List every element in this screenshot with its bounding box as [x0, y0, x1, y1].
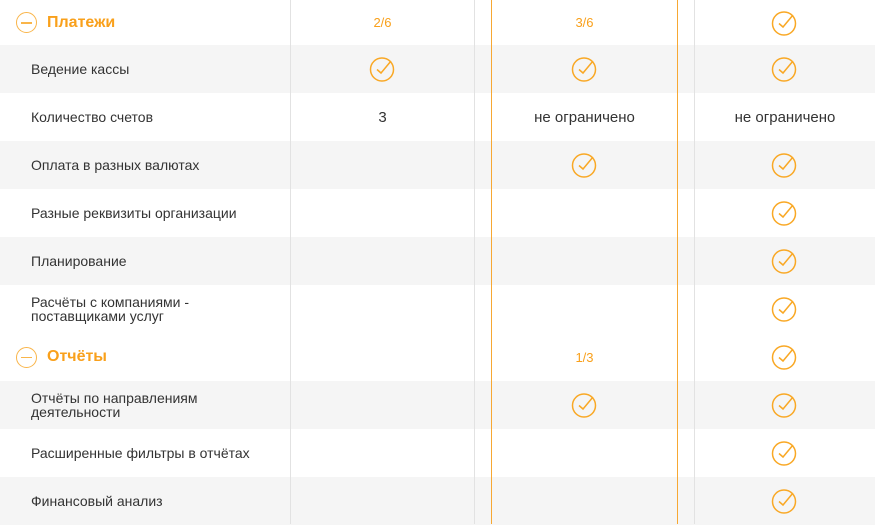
check-circle-icon — [571, 151, 599, 179]
section-title: Платежи — [47, 13, 116, 31]
plan-2-cell — [491, 285, 678, 333]
check-circle-icon — [771, 55, 799, 83]
plan-2-cell — [491, 45, 678, 93]
check-circle-icon — [771, 199, 799, 227]
check-circle-icon — [771, 295, 799, 323]
plan-3-cell — [695, 285, 875, 333]
feature-label: Ведение кассы — [31, 61, 130, 77]
check-circle-icon — [771, 391, 799, 419]
plan-1-cell — [291, 381, 474, 429]
value-text: не ограничено — [734, 108, 836, 126]
collapse-icon[interactable] — [16, 346, 37, 368]
plan-2-cell — [491, 189, 678, 237]
plan-1-cell — [291, 333, 474, 381]
feature-label: Финансовый анализ — [31, 493, 163, 509]
plan-3-cell — [695, 429, 875, 477]
plan-1-cell — [291, 45, 474, 93]
check-circle-icon — [771, 487, 799, 515]
plan-1-cell — [291, 237, 474, 285]
check-circle-icon — [771, 343, 799, 371]
plan-3-cell — [695, 237, 875, 285]
feature-row: Ведение кассы — [0, 45, 875, 93]
feature-row: Количество счетов 3 не ограничено не ограни… — [0, 93, 875, 141]
highlighted-column-border — [677, 0, 678, 524]
plan-3-cell — [695, 477, 875, 525]
plan-2-cell: 1/3 — [491, 333, 678, 381]
section-toggle[interactable]: Платежи — [16, 0, 115, 45]
check-circle-icon — [571, 391, 599, 419]
value-text: не ограничено — [534, 108, 635, 126]
value-text: 3 — [378, 108, 387, 126]
plan-1-cell — [291, 429, 474, 477]
plan-2-cell — [491, 429, 678, 477]
plan-2-cell: 3/6 — [491, 0, 678, 45]
plan-3-cell: не ограничено — [695, 93, 875, 141]
plan-1-cell — [291, 285, 474, 333]
section-row[interactable]: Отчёты 1/3 — [0, 333, 875, 381]
check-circle-icon — [771, 151, 799, 179]
plan-3-cell — [695, 381, 875, 429]
check-circle-icon — [571, 55, 599, 83]
plan-2-cell — [491, 381, 678, 429]
feature-label: Расчёты с компаниями - поставщиками услу… — [31, 294, 190, 324]
feature-label: Оплата в разных валютах — [31, 157, 200, 173]
feature-label: Расширенные фильтры в отчётах — [31, 445, 250, 461]
plan-1-cell: 2/6 — [291, 0, 474, 45]
column-divider — [290, 0, 291, 524]
plan-3-cell — [695, 189, 875, 237]
column-divider — [694, 0, 695, 524]
feature-label: Количество счетов — [31, 109, 154, 125]
feature-label: Отчёты по направлениям деятельности — [31, 390, 198, 420]
collapse-icon[interactable] — [16, 12, 37, 33]
feature-row: Финансовый анализ — [0, 477, 875, 525]
plan-3-cell — [695, 141, 875, 189]
plan-2-cell: не ограничено — [491, 93, 678, 141]
plan-2-cell — [491, 237, 678, 285]
plan-2-cell — [491, 141, 678, 189]
feature-row: Разные реквизиты организации — [0, 189, 875, 237]
highlighted-column-border — [491, 0, 492, 524]
feature-count: 3/6 — [575, 15, 594, 30]
check-circle-icon — [771, 9, 799, 37]
feature-row: Планирование — [0, 237, 875, 285]
feature-row: Оплата в разных валютах — [0, 141, 875, 189]
feature-label: Разные реквизиты организации — [31, 205, 237, 221]
section-title: Отчёты — [47, 348, 107, 365]
feature-row: Отчёты по направлениям деятельности — [0, 381, 875, 429]
feature-row: Расширенные фильтры в отчётах — [0, 429, 875, 477]
plan-1-cell: 3 — [291, 93, 474, 141]
plan-3-cell — [695, 0, 875, 45]
feature-row: Расчёты с компаниями - поставщиками услу… — [0, 285, 875, 333]
plan-1-cell — [291, 141, 474, 189]
plan-3-cell — [695, 45, 875, 93]
feature-count: 1/3 — [575, 349, 594, 365]
feature-count: 2/6 — [373, 15, 392, 30]
check-circle-icon — [771, 439, 799, 467]
section-toggle[interactable]: Отчёты — [16, 333, 107, 381]
plan-1-cell — [291, 189, 474, 237]
check-circle-icon — [369, 55, 397, 83]
feature-label: Планирование — [31, 253, 127, 269]
section-row[interactable]: Платежи 2/6 3/6 — [0, 0, 875, 45]
plan-2-cell — [491, 477, 678, 525]
check-circle-icon — [771, 247, 799, 275]
plan-1-cell — [291, 477, 474, 525]
column-divider — [474, 0, 475, 524]
plan-3-cell — [695, 333, 875, 381]
